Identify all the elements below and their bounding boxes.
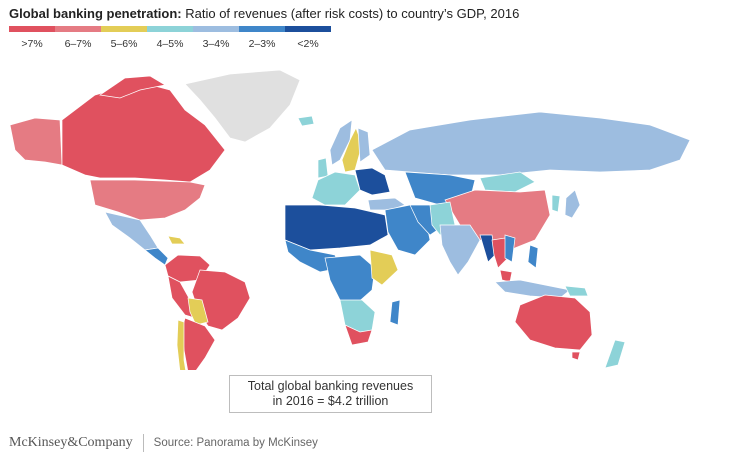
legend-swatch: [9, 26, 55, 32]
region-north-africa: [284, 204, 389, 251]
legend-item-lt2: <2%: [285, 26, 331, 50]
chart-title: Global banking penetration: Ratio of rev…: [9, 6, 519, 21]
region-iceland: [297, 115, 315, 127]
world-map: [9, 69, 691, 370]
legend-item-4-5: 4–5%: [147, 26, 193, 50]
legend: >7% 6–7% 5–6% 4–5% 3–4% 2–3% <2%: [9, 26, 331, 50]
source-note: Source: Panorama by McKinsey: [153, 437, 318, 449]
region-myanmar: [479, 234, 496, 263]
region-alaska: [9, 117, 63, 166]
legend-swatch: [285, 26, 331, 32]
mckinsey-logo: McKinsey&Company: [9, 435, 133, 450]
legend-item-2-3: 2–3%: [239, 26, 285, 50]
region-vietnam: [504, 234, 516, 263]
region-korea: [551, 194, 561, 213]
legend-label: 2–3%: [248, 38, 276, 50]
legend-swatch: [239, 26, 285, 32]
region-philippines: [527, 244, 539, 269]
legend-item-3-4: 3–4%: [193, 26, 239, 50]
region-chile: [176, 319, 187, 370]
legend-swatch: [193, 26, 239, 32]
region-malaysia: [499, 269, 513, 283]
region-madagascar: [389, 299, 401, 326]
legend-label: <2%: [297, 38, 319, 50]
region-greenland: [184, 69, 301, 143]
region-central-africa: [324, 254, 376, 306]
total-line-2: in 2016 = $4.2 trillion: [272, 394, 389, 408]
region-india: [439, 224, 481, 276]
region-east-africa: [369, 249, 399, 286]
region-western-europe: [311, 171, 361, 206]
legend-item-gt7: >7%: [9, 26, 55, 50]
region-mongolia: [479, 171, 536, 193]
region-eastern-europe: [354, 167, 391, 196]
region-central-america: [144, 247, 169, 266]
footer: McKinsey&Company Source: Panorama by McK…: [9, 434, 318, 452]
legend-item-6-7: 6–7%: [55, 26, 101, 50]
total-revenue-box: Total global banking revenues in 2016 = …: [229, 375, 432, 413]
region-australia: [514, 294, 593, 351]
region-japan: [564, 189, 581, 219]
legend-swatch: [101, 26, 147, 32]
region-arctic-islands: [99, 75, 166, 99]
region-new-zealand: [604, 339, 626, 369]
legend-label: 3–4%: [202, 38, 230, 50]
legend-label: 4–5%: [156, 38, 184, 50]
legend-swatch: [147, 26, 193, 32]
region-usa: [89, 179, 206, 221]
region-thailand: [491, 237, 509, 269]
region-bolivia: [187, 297, 209, 326]
footer-divider: [142, 434, 144, 452]
region-russia: [371, 111, 691, 176]
title-bold: Global banking penetration:: [9, 6, 182, 21]
region-uk: [317, 157, 329, 179]
region-tasmania: [571, 351, 581, 361]
region-caribbean: [167, 235, 186, 245]
legend-item-5-6: 5–6%: [101, 26, 147, 50]
legend-swatch: [55, 26, 101, 32]
region-png: [564, 285, 589, 297]
legend-label: 6–7%: [64, 38, 92, 50]
region-south-africa: [344, 324, 373, 346]
region-indonesia: [494, 279, 571, 299]
region-finland: [357, 127, 371, 163]
total-line-1: Total global banking revenues: [247, 379, 414, 393]
title-rest: Ratio of revenues (after risk costs) to …: [181, 6, 520, 21]
legend-label: 5–6%: [110, 38, 138, 50]
legend-label: >7%: [21, 38, 43, 50]
